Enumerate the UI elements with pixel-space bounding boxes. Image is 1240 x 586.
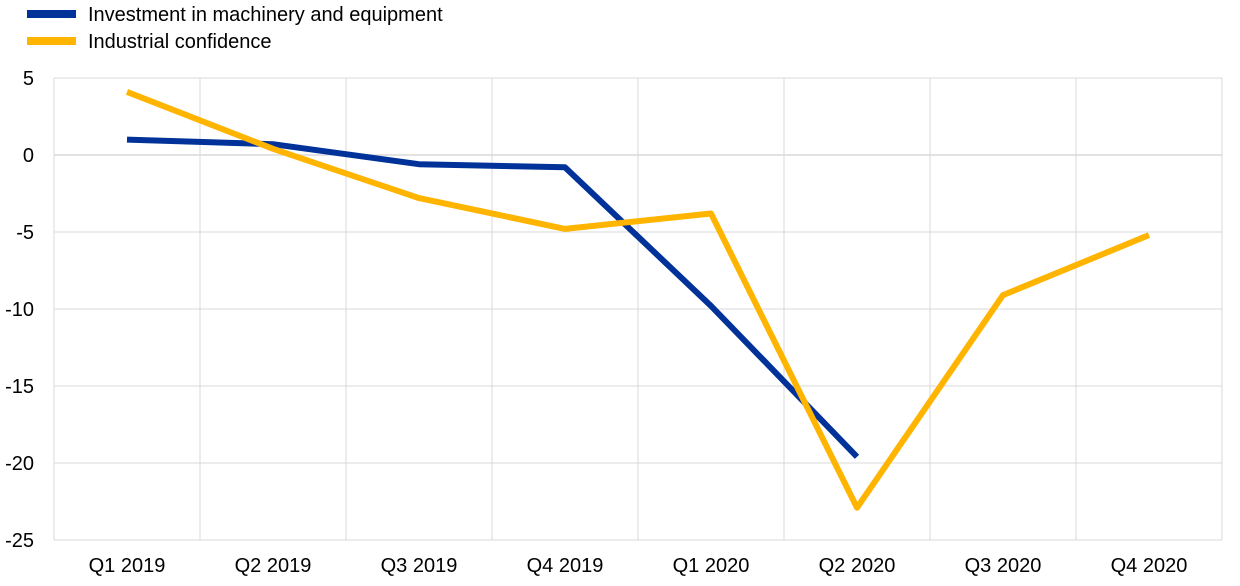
series-line-investment [126,136,860,459]
x-tick-label: Q4 2019 [527,555,604,577]
series-layer [125,89,1151,511]
x-tick-label: Q1 2019 [89,555,166,577]
y-tick-label: 5 [23,68,34,90]
series-line-industrial-confidence [125,89,1151,511]
x-tick-label: Q3 2020 [965,555,1042,577]
y-tick-label: -20 [5,453,34,475]
legend-swatch [27,10,76,18]
grid-layer [53,77,1223,541]
y-tick-label: -15 [5,376,34,398]
legend-swatch [27,37,76,45]
x-tick-label: Q2 2019 [235,555,312,577]
x-tick-label: Q1 2020 [673,555,750,577]
legend: Investment in machinery and equipment Ind… [27,4,443,53]
legend-label: Investment in machinery and equipment [88,4,443,26]
axis-layer: 5 0 -5 -10 -15 -20 -25 Q1 2019 Q2 2019 Q3 2019 Q4 … [5,68,1187,577]
x-tick-label: Q3 2019 [381,555,458,577]
y-tick-label: -25 [5,530,34,552]
x-tick-label: Q2 2020 [819,555,896,577]
y-tick-label: 0 [23,145,34,167]
x-tick-label: Q4 2020 [1111,555,1188,577]
legend-label: Industrial confidence [88,31,271,53]
y-tick-label: -10 [5,299,34,321]
y-tick-label: -5 [16,222,34,244]
